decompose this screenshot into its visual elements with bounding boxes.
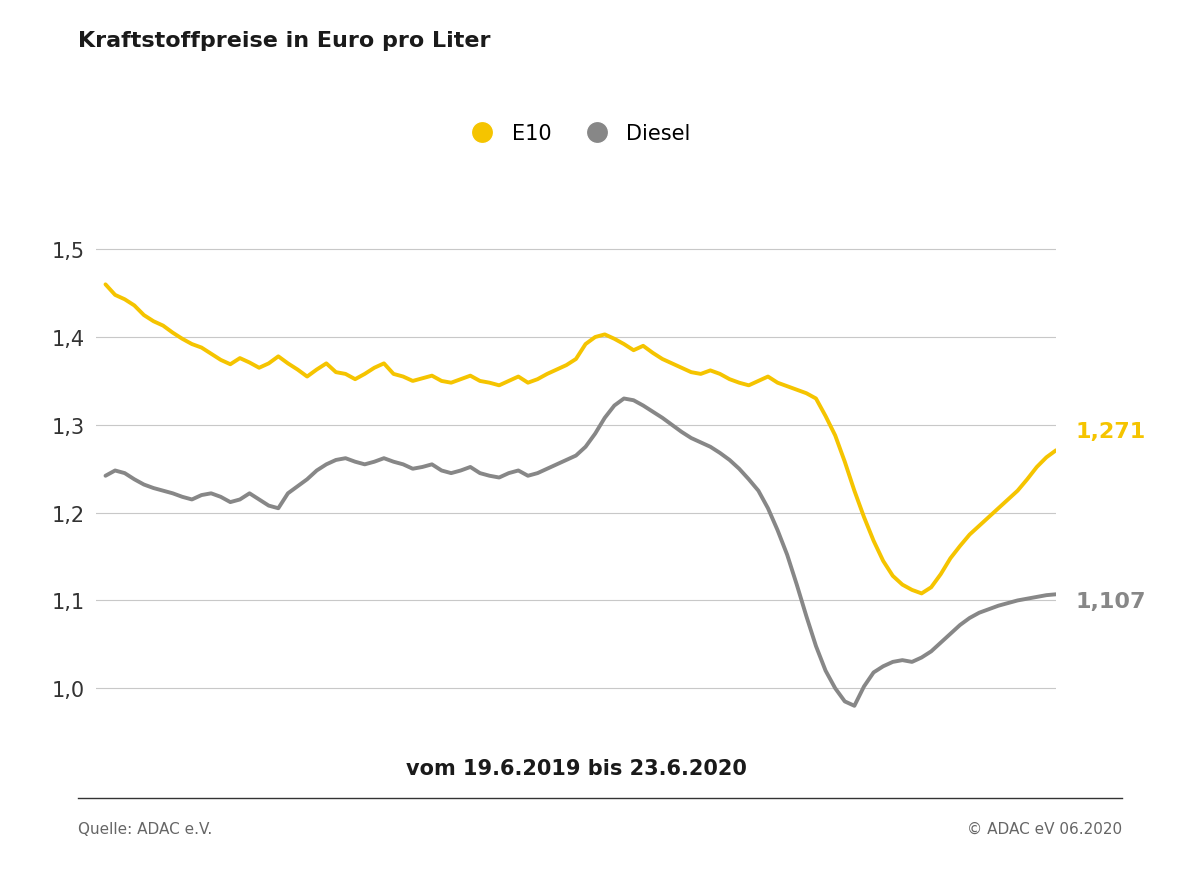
Text: © ADAC eV 06.2020: © ADAC eV 06.2020 [967, 821, 1122, 837]
Legend: E10, Diesel: E10, Diesel [454, 116, 698, 153]
Text: 1,107: 1,107 [1075, 592, 1146, 611]
Text: vom 19.6.2019 bis 23.6.2020: vom 19.6.2019 bis 23.6.2020 [406, 759, 746, 779]
Text: Quelle: ADAC e.V.: Quelle: ADAC e.V. [78, 821, 212, 837]
Text: Kraftstoffpreise in Euro pro Liter: Kraftstoffpreise in Euro pro Liter [78, 31, 491, 51]
Text: 1,271: 1,271 [1075, 422, 1145, 441]
